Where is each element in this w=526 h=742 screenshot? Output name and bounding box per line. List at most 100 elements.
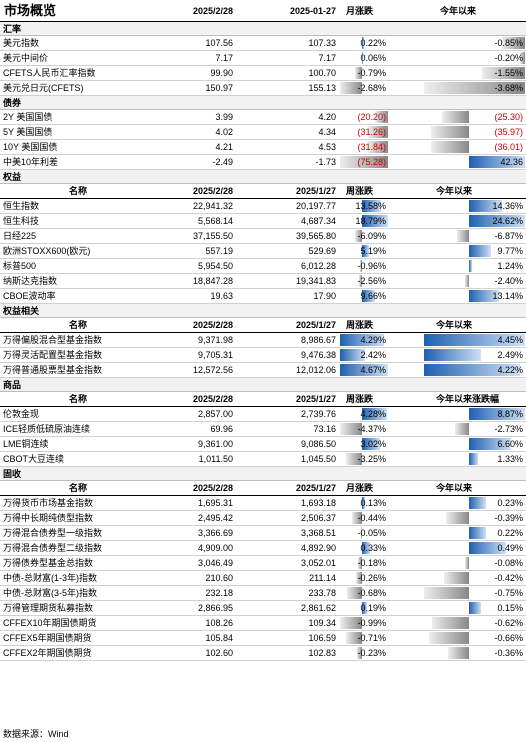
column-header-y: 今年以来 <box>436 483 473 493</box>
column-header-d2: 2025/1/27 <box>295 186 336 196</box>
row-value-previous: 100.70 <box>308 68 336 78</box>
bar-fill <box>482 67 525 79</box>
row-value-current: 5,568.14 <box>197 216 233 226</box>
bar-fill <box>361 542 371 554</box>
sheet-header: 市场概览 2025/2/28 2025-01-27 月涨跌 今年以来 <box>0 0 526 22</box>
data-bar-y: -2.73% <box>424 422 525 436</box>
data-bar-y: -1.55% <box>424 66 525 80</box>
data-bar-m: 0.19% <box>340 601 388 615</box>
table-row: 5Y 美国国债 4.02 4.34 (31.26) (35.97) <box>0 125 526 140</box>
bar-label: (31.84) <box>357 142 386 152</box>
table-row: 伦敦金现 2,857.00 2,739.76 4.28% 8.87% <box>0 407 526 422</box>
column-header-n: 名称 <box>68 186 87 196</box>
bar-label: -3.68% <box>494 83 523 93</box>
bar-fill <box>357 557 362 569</box>
bar-fill <box>456 230 470 242</box>
section-header: 商品 <box>0 378 526 392</box>
bar-fill <box>355 67 362 79</box>
data-bar-y: 8.87% <box>424 407 525 421</box>
bar-label: 0.49% <box>497 543 523 553</box>
data-bar-m: -2.56% <box>340 274 388 288</box>
table-row: 万得混合债券型二级指数 4,909.00 4,892.90 0.33% 0.49% <box>0 541 526 556</box>
row-value-previous: 1,693.18 <box>300 498 336 508</box>
row-value-previous: 9,086.50 <box>300 439 336 449</box>
data-bar-y: 0.23% <box>424 496 525 510</box>
bar-fill <box>367 141 388 153</box>
bar-label: -3.25% <box>357 454 386 464</box>
row-value-current: 210.60 <box>205 573 233 583</box>
row-value-current: 102.60 <box>205 648 233 658</box>
data-bar-y: -0.42% <box>424 571 525 585</box>
bar-fill <box>469 602 481 614</box>
bar-label: (25.30) <box>494 112 523 122</box>
table-row: 恒生科技 5,568.14 4,687.34 18.79% 24.62% <box>0 214 526 229</box>
bar-label: 14.36% <box>492 201 523 211</box>
bar-label: -0.68% <box>357 588 386 598</box>
table-row: 中美10年利差 -2.49 -1.73 (75.28) 42.36 <box>0 155 526 170</box>
row-name: 美元中间价 <box>3 53 49 63</box>
row-name: 2Y 美国国债 <box>3 112 53 122</box>
bar-fill <box>469 438 511 450</box>
data-bar-m: 0.22% <box>340 36 388 50</box>
data-bar-y: -6.87% <box>424 229 525 243</box>
table-row: 万得中长期纯债型指数 2,495.42 2,506.37 -0.44% -0.39% <box>0 511 526 526</box>
table-row: 2Y 美国国债 3.99 4.20 (20.20) (25.30) <box>0 110 526 125</box>
data-bar-m: -0.26% <box>340 571 388 585</box>
bar-fill <box>361 497 366 509</box>
row-value-current: 99.90 <box>210 68 233 78</box>
bar-fill <box>361 37 364 49</box>
row-value-current: 557.19 <box>205 246 233 256</box>
bar-fill <box>361 52 363 64</box>
bar-fill <box>429 632 470 644</box>
data-bar-y: 42.36 <box>424 155 525 169</box>
row-value-previous: 2,739.76 <box>300 409 336 419</box>
page-title: 市场概览 <box>4 3 57 18</box>
column-header-m: 周涨跌 <box>346 186 374 196</box>
data-bar-m: 5.19% <box>340 244 388 258</box>
data-bar-y: 14.36% <box>424 199 525 213</box>
bar-label: -0.85% <box>494 38 523 48</box>
bar-label: -4.37% <box>357 424 386 434</box>
bar-fill <box>340 156 388 168</box>
bar-label: 4.29% <box>360 335 386 345</box>
bar-fill <box>469 245 492 257</box>
bar-fill <box>469 290 500 302</box>
row-value-current: 2,857.00 <box>197 409 233 419</box>
row-name: CFFEX10年期国债期货 <box>3 618 97 628</box>
bar-fill <box>469 453 478 465</box>
row-name: 中美10年利差 <box>3 157 59 167</box>
row-value-previous: 9,476.38 <box>300 350 336 360</box>
bar-label: -0.42% <box>494 573 523 583</box>
row-name: CFFEX2年期国债期货 <box>3 648 92 658</box>
row-name: 5Y 美国国债 <box>3 127 53 137</box>
bar-label: 4.28% <box>360 409 386 419</box>
bar-fill <box>519 52 525 64</box>
bar-fill <box>360 527 362 539</box>
table-row: 万得债券型基金总指数 3,046.49 3,052.01 -0.18% -0.08% <box>0 556 526 571</box>
bar-label: -2.40% <box>494 276 523 286</box>
data-bar-m: (20.20) <box>340 110 388 124</box>
data-source-note: 数据来源：Wind <box>3 729 69 739</box>
data-bar-y: -0.20% <box>424 51 525 65</box>
table-row: ICE轻质低硫原油连续 69.96 73.16 -4.37% -2.73% <box>0 422 526 437</box>
row-name: 万得偏股混合型基金指数 <box>3 335 103 345</box>
row-name: 恒生科技 <box>3 216 40 226</box>
bar-label: 0.13% <box>360 498 386 508</box>
section-header: 债券 <box>0 96 526 110</box>
data-bar-m: -0.23% <box>340 646 388 660</box>
column-header-n: 名称 <box>68 320 87 330</box>
row-value-current: 9,361.00 <box>197 439 233 449</box>
bar-label: -6.87% <box>494 231 523 241</box>
column-header-d1: 2025/2/28 <box>192 483 233 493</box>
data-bar-y: 0.15% <box>424 601 525 615</box>
data-bar-m: (31.84) <box>340 140 388 154</box>
bar-fill <box>469 156 525 168</box>
row-value-previous: 12,012.06 <box>295 365 336 375</box>
bar-fill <box>360 260 362 272</box>
data-bar-m: 0.33% <box>340 541 388 555</box>
data-bar-y: -0.08% <box>424 556 525 570</box>
data-bar-y: 1.24% <box>424 259 525 273</box>
row-value-current: 19.63 <box>210 291 233 301</box>
bar-fill <box>424 587 470 599</box>
